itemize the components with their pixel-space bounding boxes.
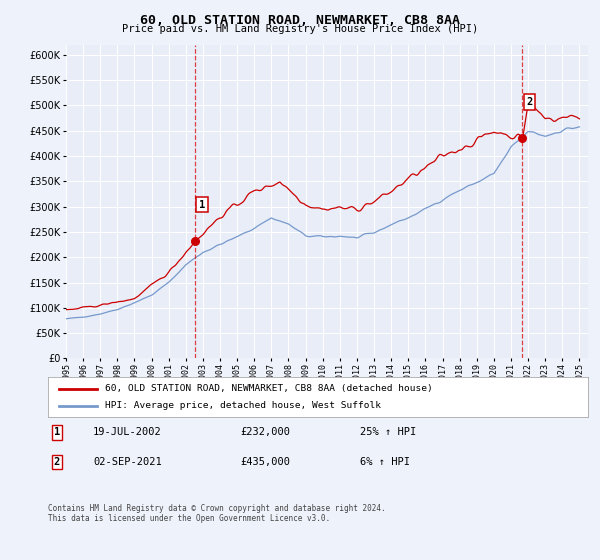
Text: 2: 2 — [526, 97, 532, 107]
Text: Contains HM Land Registry data © Crown copyright and database right 2024.: Contains HM Land Registry data © Crown c… — [48, 504, 386, 513]
Text: 25% ↑ HPI: 25% ↑ HPI — [360, 427, 416, 437]
Text: £435,000: £435,000 — [240, 457, 290, 467]
Text: 1: 1 — [54, 427, 60, 437]
Text: This data is licensed under the Open Government Licence v3.0.: This data is licensed under the Open Gov… — [48, 514, 330, 523]
Text: 60, OLD STATION ROAD, NEWMARKET, CB8 8AA (detached house): 60, OLD STATION ROAD, NEWMARKET, CB8 8AA… — [104, 385, 433, 394]
Text: £232,000: £232,000 — [240, 427, 290, 437]
Text: 02-SEP-2021: 02-SEP-2021 — [93, 457, 162, 467]
Text: HPI: Average price, detached house, West Suffolk: HPI: Average price, detached house, West… — [104, 402, 381, 410]
Text: 1: 1 — [199, 199, 205, 209]
Text: 19-JUL-2002: 19-JUL-2002 — [93, 427, 162, 437]
Text: Price paid vs. HM Land Registry's House Price Index (HPI): Price paid vs. HM Land Registry's House … — [122, 24, 478, 34]
Text: 60, OLD STATION ROAD, NEWMARKET, CB8 8AA: 60, OLD STATION ROAD, NEWMARKET, CB8 8AA — [140, 14, 460, 27]
Text: 6% ↑ HPI: 6% ↑ HPI — [360, 457, 410, 467]
Text: 2: 2 — [54, 457, 60, 467]
